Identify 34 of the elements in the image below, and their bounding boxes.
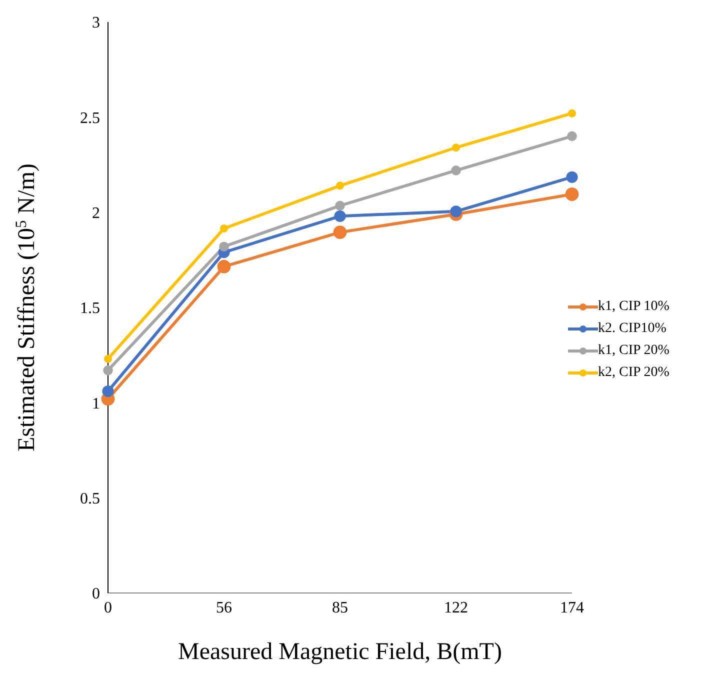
- point: [565, 188, 579, 201]
- point: [104, 354, 112, 363]
- y-tick-label: 3: [92, 14, 100, 32]
- point: [335, 200, 345, 211]
- point: [103, 365, 113, 376]
- point: [102, 385, 114, 398]
- point: [567, 131, 577, 142]
- point: [334, 210, 346, 222]
- legend-label: k1, CIP 20%: [598, 342, 670, 358]
- y-tick-label: 2: [92, 205, 100, 222]
- x-tick-label: 0: [104, 599, 112, 616]
- legend-label: k2. CIP10%: [598, 320, 666, 336]
- y-tick-label: 1: [92, 395, 100, 412]
- y-tick-label: 0: [92, 586, 100, 603]
- legend-label: k1, CIP 10%: [598, 298, 670, 314]
- x-tick-label: 85: [332, 599, 348, 616]
- point: [450, 206, 462, 218]
- point: [219, 242, 229, 252]
- y-tick-label: 1.5: [80, 300, 100, 318]
- point: [220, 224, 228, 233]
- point: [336, 182, 344, 190]
- point: [333, 226, 347, 240]
- point: [568, 109, 576, 118]
- point: [217, 260, 231, 274]
- x-tick-label: 56: [216, 599, 232, 616]
- x-axis-title: Measured Magnetic Field, B(mT): [178, 639, 502, 665]
- x-tick-label: 174: [560, 599, 584, 616]
- y-tick-label: 0.5: [80, 490, 100, 508]
- point: [451, 166, 461, 176]
- point: [452, 144, 460, 152]
- y-tick-label: 2.5: [80, 110, 100, 127]
- x-tick-label: 122: [444, 599, 468, 616]
- point: [566, 171, 578, 183]
- legend-label: k2, CIP 20%: [598, 364, 670, 380]
